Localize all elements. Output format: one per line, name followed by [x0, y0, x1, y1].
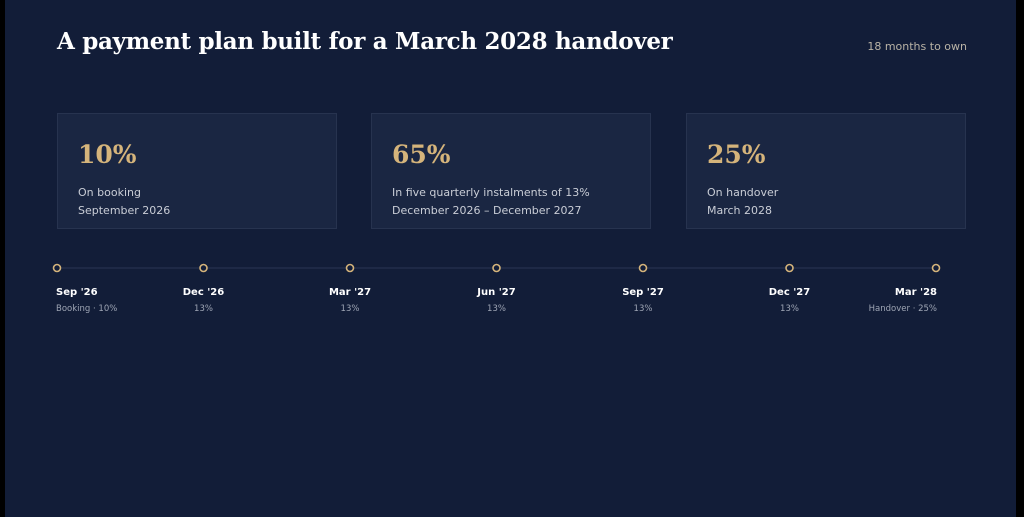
- timeline-date: Jun '27: [476, 287, 515, 298]
- card: 25% On handover March 2028: [686, 113, 966, 229]
- card-value: 25%: [707, 140, 766, 169]
- timeline-date: Sep '26: [56, 287, 98, 298]
- slide: A payment plan built for a March 2028 ha…: [5, 0, 1016, 517]
- card: 65% In five quarterly instalments of 13% D…: [371, 113, 651, 229]
- timeline-note: Handover · 25%: [869, 304, 937, 314]
- card-detail: December 2026 – December 2027: [392, 204, 582, 217]
- timeline-date: Mar '28: [895, 287, 937, 298]
- subtitle: 18 months to own: [867, 40, 967, 53]
- card-label: On handover: [707, 186, 779, 199]
- timeline-dot: [785, 263, 794, 273]
- timeline-note: Booking · 10%: [56, 304, 117, 314]
- timeline-date: Dec '27: [769, 287, 811, 298]
- card-detail: March 2028: [707, 204, 773, 217]
- card-detail: September 2026: [78, 204, 171, 217]
- timeline-dot: [931, 263, 941, 273]
- card-label: On booking: [78, 186, 141, 199]
- timeline-dot: [52, 263, 62, 273]
- title: A payment plan built for a March 2028 ha…: [57, 28, 673, 55]
- card: 10% On booking September 2026: [57, 113, 337, 229]
- timeline-dot: [199, 263, 208, 273]
- timeline-note: 13%: [780, 304, 799, 314]
- timeline-note: 13%: [341, 304, 360, 314]
- timeline: Sep '26 Booking · 10% Dec '26 13% Mar '27 13%…: [52, 263, 941, 314]
- timeline-date: Mar '27: [329, 287, 371, 298]
- card-value: 65%: [392, 140, 451, 169]
- timeline-note: 13%: [634, 304, 653, 314]
- timeline-dot: [492, 263, 501, 273]
- timeline-date: Sep '27: [622, 287, 664, 298]
- timeline-dot: [638, 263, 648, 273]
- card-label: In five quarterly instalments of 13%: [392, 186, 590, 199]
- timeline-note: 13%: [194, 304, 213, 314]
- timeline-dot: [345, 263, 355, 273]
- timeline-date: Dec '26: [183, 287, 225, 298]
- card-value: 10%: [78, 140, 137, 169]
- timeline-note: 13%: [487, 304, 506, 314]
